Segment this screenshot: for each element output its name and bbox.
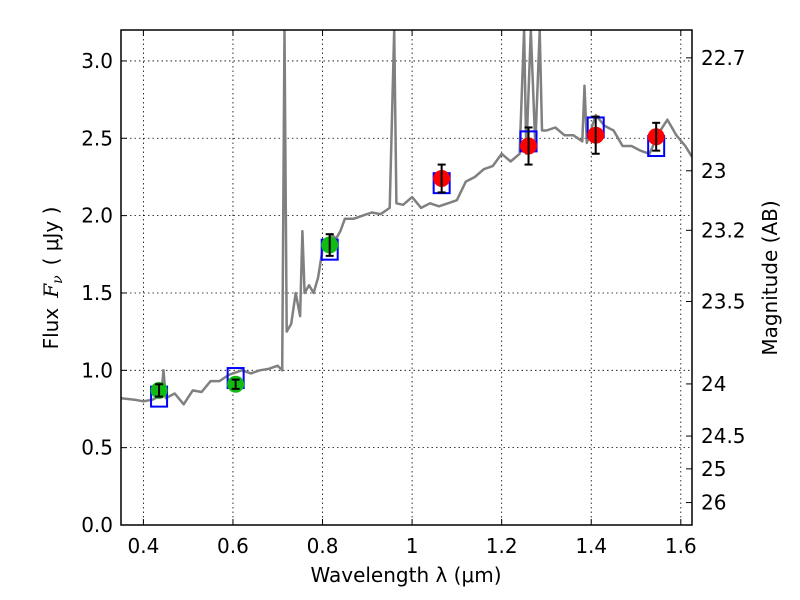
right-axis-label: Magnitude (AB) bbox=[758, 200, 782, 355]
right-tick-label: 23.5 bbox=[701, 289, 746, 313]
x-tick-label: 1.2 bbox=[486, 534, 518, 558]
right-tick-label: 23 bbox=[701, 159, 726, 183]
right-tick-label: 24.5 bbox=[701, 424, 746, 448]
y-axis-label: FluxFν( μJy ) bbox=[39, 207, 66, 350]
axes-frame bbox=[120, 29, 693, 526]
y-tick-label: 1.0 bbox=[81, 358, 113, 382]
spectrum-line bbox=[121, 30, 692, 406]
right-tick-label: 22.7 bbox=[701, 46, 746, 70]
grid bbox=[121, 30, 692, 526]
x-tick-label: 1 bbox=[406, 534, 419, 558]
right-tick-label: 23.2 bbox=[701, 218, 746, 242]
x-tick-label: 1.6 bbox=[665, 534, 697, 558]
y-tick-label: 2.0 bbox=[81, 204, 113, 228]
right-tick-label: 26 bbox=[701, 491, 726, 515]
x-tick-label: 1.4 bbox=[575, 534, 607, 558]
y-tick-label: 2.5 bbox=[81, 126, 113, 150]
y-tick-label: 1.5 bbox=[81, 281, 113, 305]
x-tick-label: 0.6 bbox=[217, 534, 249, 558]
y-tick-label: 3.0 bbox=[81, 49, 113, 73]
plot-area bbox=[121, 30, 692, 408]
y-tick-label: 0.5 bbox=[81, 436, 113, 460]
x-axis-label: Wavelength λ (μm) bbox=[310, 563, 501, 587]
y-tick-label: 0.0 bbox=[81, 513, 113, 537]
x-tick-label: 0.8 bbox=[307, 534, 339, 558]
x-tick-label: 0.4 bbox=[127, 534, 159, 558]
ticks: 0.4 0.6 0.8 1 1.2 1.4 1.6 0.0 0.5 1.0 1.5 2.0 2.5 3.0… bbox=[81, 30, 746, 558]
right-tick-label: 25 bbox=[701, 457, 726, 481]
right-tick-label: 24 bbox=[701, 372, 726, 396]
